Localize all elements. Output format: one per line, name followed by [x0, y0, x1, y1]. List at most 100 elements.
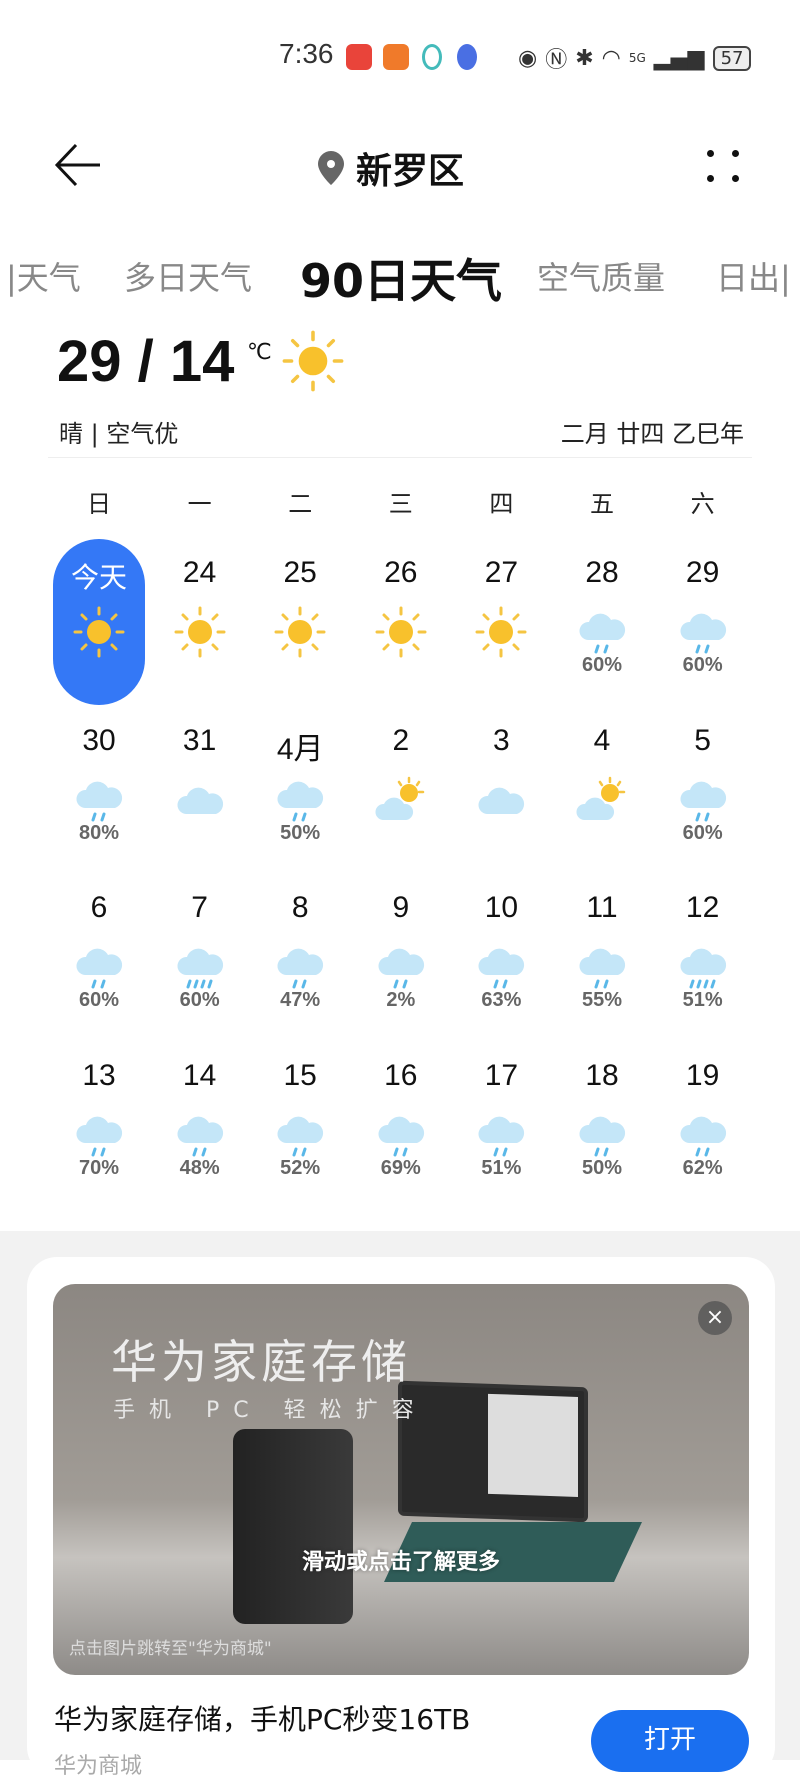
- rain-icon: [76, 1116, 123, 1156]
- precip-chance: 48%: [179, 1156, 220, 1179]
- sun-icon: [375, 606, 427, 658]
- open-button[interactable]: 打开: [591, 1710, 749, 1772]
- calendar-day[interactable]: 18 50%: [552, 979, 652, 1179]
- day-number: 31: [182, 723, 217, 757]
- ad-swipe-hint: 滑动或点击了解更多: [301, 1550, 500, 1575]
- calendar-day[interactable]: 12 51%: [653, 811, 753, 1011]
- tab-air-quality[interactable]: 空气质量: [537, 259, 666, 297]
- sun-icon: [475, 606, 527, 658]
- rain-icon: [76, 948, 123, 989]
- ad-title[interactable]: 华为家庭存储，手机PC秒变16TB: [54, 1703, 471, 1736]
- day-number: 5: [694, 723, 711, 757]
- app-notification-icon: [346, 44, 372, 70]
- day-number: 12: [685, 891, 720, 924]
- partly-cloudy-icon: [375, 776, 425, 820]
- ad-close-button[interactable]: ×: [698, 1301, 732, 1335]
- day-number: 27: [484, 556, 519, 589]
- calendar-day[interactable]: 25: [250, 476, 350, 658]
- bluetooth-icon: ✱: [575, 45, 594, 71]
- calendar-day[interactable]: 24: [150, 476, 250, 658]
- precip-chance: 50%: [280, 821, 321, 844]
- rain-icon: [378, 948, 424, 989]
- precip-chance: 50%: [581, 1156, 623, 1179]
- calendar-day[interactable]: 31: [150, 644, 250, 814]
- weekday-label: 日: [87, 490, 111, 518]
- back-arrow-icon[interactable]: [52, 140, 104, 190]
- precip-chance: 51%: [682, 989, 723, 1011]
- day-number: 19: [685, 1058, 720, 1092]
- rain-icon: [680, 781, 726, 821]
- precip-chance: 60%: [581, 654, 623, 676]
- sun-icon: [174, 606, 226, 658]
- calendar-day[interactable]: 16 69%: [351, 979, 451, 1179]
- precip-chance: 47%: [280, 989, 321, 1011]
- location-title[interactable]: 新罗区: [318, 142, 464, 194]
- status-time: 7:36: [279, 38, 334, 69]
- day-number: 6: [90, 891, 108, 924]
- sun-icon: [73, 606, 125, 658]
- day-number: 今天: [70, 562, 127, 593]
- day-number: 18: [585, 1058, 619, 1092]
- ad-image[interactable]: 华为家庭存储 手机 PC 轻松扩容 滑动或点击了解更多 点击图片跳转至"华为商城…: [53, 1284, 749, 1675]
- calendar-day[interactable]: 10 63%: [451, 811, 551, 1011]
- calendar-day[interactable]: 15 52%: [250, 979, 350, 1179]
- more-menu-icon[interactable]: [705, 148, 741, 184]
- network-type: 5G: [628, 51, 646, 65]
- calendar-day[interactable]: 6 60%: [49, 811, 149, 1011]
- day-number: 4: [593, 723, 611, 757]
- calendar-day[interactable]: 3: [451, 644, 551, 814]
- temperature-unit: ℃: [247, 340, 272, 365]
- precip-chance: 52%: [280, 1156, 321, 1179]
- calendar-day[interactable]: 29 60%: [653, 476, 753, 676]
- precip-chance: 51%: [481, 1156, 522, 1179]
- calendar-day[interactable]: 19 62%: [653, 979, 753, 1179]
- calendar-day[interactable]: 26: [351, 476, 451, 658]
- cloud-icon: [177, 787, 223, 814]
- tab-weather[interactable]: |天气: [6, 259, 81, 297]
- divider: [48, 457, 752, 458]
- tab-multi-day[interactable]: 多日天气: [124, 259, 253, 297]
- tab-sunrise[interactable]: 日出|: [716, 259, 791, 297]
- rain-icon: [76, 781, 123, 821]
- precip-chance: 60%: [179, 989, 220, 1011]
- calendar-day[interactable]: 27: [451, 476, 551, 658]
- calendar-day[interactable]: 14 48%: [150, 979, 250, 1179]
- precip-chance: 70%: [78, 1156, 120, 1179]
- calendar-day[interactable]: 9 2%: [351, 811, 451, 1011]
- calendar-day[interactable]: 4: [552, 644, 652, 820]
- calendar-day[interactable]: 4月 50%: [250, 644, 350, 844]
- rain-icon: [478, 948, 525, 989]
- calendar-day[interactable]: 2: [351, 644, 451, 820]
- calendar-day[interactable]: 28 60%: [552, 476, 652, 676]
- calendar-day[interactable]: 8 47%: [250, 811, 350, 1011]
- day-number: 8: [291, 891, 309, 924]
- condition-text: 晴 | 空气优: [59, 420, 179, 448]
- eye-icon: ◉: [518, 45, 538, 71]
- day-number: 2: [392, 723, 410, 757]
- calendar-day[interactable]: 5 60%: [653, 644, 753, 844]
- tab-bar: |天气 多日天气 90日天气 空气质量 日出|: [0, 245, 800, 308]
- calendar-day[interactable]: 7 60%: [150, 811, 250, 1011]
- tab-90-day[interactable]: 90日天气: [300, 254, 503, 308]
- day-number: 4月: [276, 732, 324, 766]
- sun-icon: [274, 606, 326, 658]
- app-notification-icon: [383, 44, 409, 70]
- precip-chance: 60%: [682, 654, 723, 676]
- rain-icon: [680, 1116, 726, 1156]
- heavy-rain-icon: [680, 948, 726, 989]
- calendar-day[interactable]: 17 51%: [451, 979, 551, 1179]
- calendar-day[interactable]: 11 55%: [552, 811, 652, 1011]
- precip-chance: 62%: [682, 1156, 723, 1179]
- day-number: 17: [484, 1058, 519, 1092]
- calendar-day-today[interactable]: 今天: [49, 476, 149, 705]
- rain-icon: [277, 781, 324, 821]
- partly-cloudy-icon: [576, 776, 626, 820]
- rain-icon: [277, 948, 324, 989]
- calendar-day[interactable]: 13 70%: [49, 979, 149, 1179]
- ad-headline: 华为家庭存储: [111, 1335, 411, 1389]
- day-number: 14: [182, 1058, 217, 1092]
- rain-icon: [579, 1116, 626, 1156]
- weekday-label: 五: [590, 490, 614, 518]
- nfc-icon: Ⓝ: [545, 48, 568, 73]
- calendar-day[interactable]: 30 80%: [49, 644, 149, 844]
